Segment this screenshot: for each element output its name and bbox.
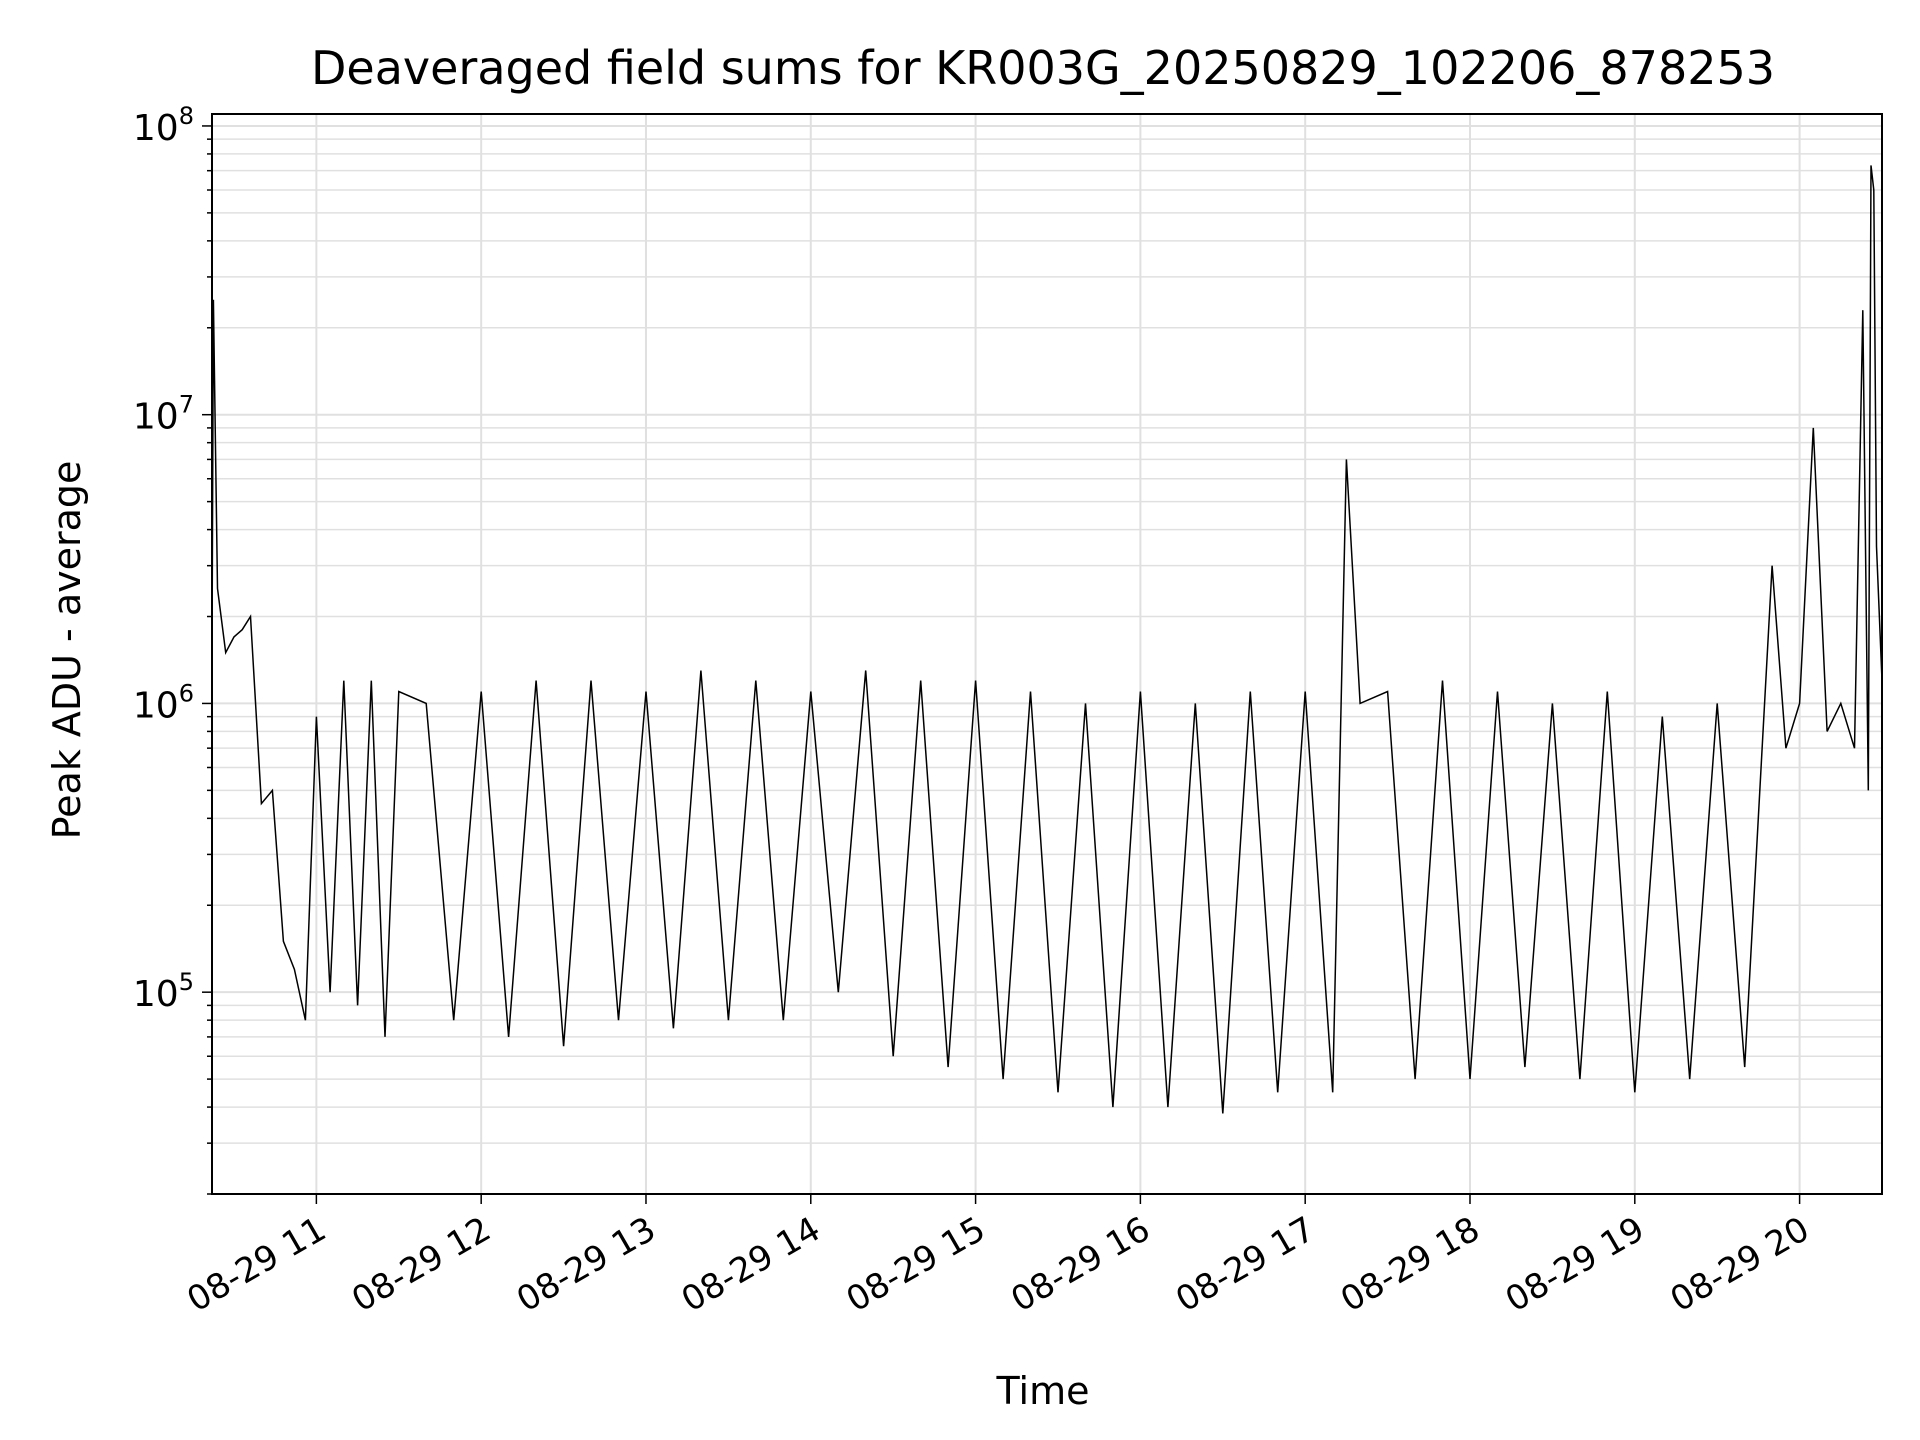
y-axis-label: Peak ADU - average bbox=[45, 461, 89, 840]
y-axis-ticks: 105 106 107 108 bbox=[133, 102, 194, 1015]
chart-title: Deaveraged field sums for KR003G_2025082… bbox=[311, 41, 1775, 95]
y-tick-label: 107 bbox=[133, 391, 194, 438]
y-tick-label: 105 bbox=[133, 968, 194, 1015]
grid bbox=[202, 114, 1882, 1195]
x-axis-label: Time bbox=[996, 1369, 1090, 1413]
y-tick-label: 106 bbox=[133, 679, 194, 726]
y-tick-label: 108 bbox=[133, 102, 194, 149]
series-layer bbox=[211, 165, 1883, 1114]
plot-frame bbox=[211, 113, 1883, 1195]
series-line-0 bbox=[211, 165, 1883, 1114]
